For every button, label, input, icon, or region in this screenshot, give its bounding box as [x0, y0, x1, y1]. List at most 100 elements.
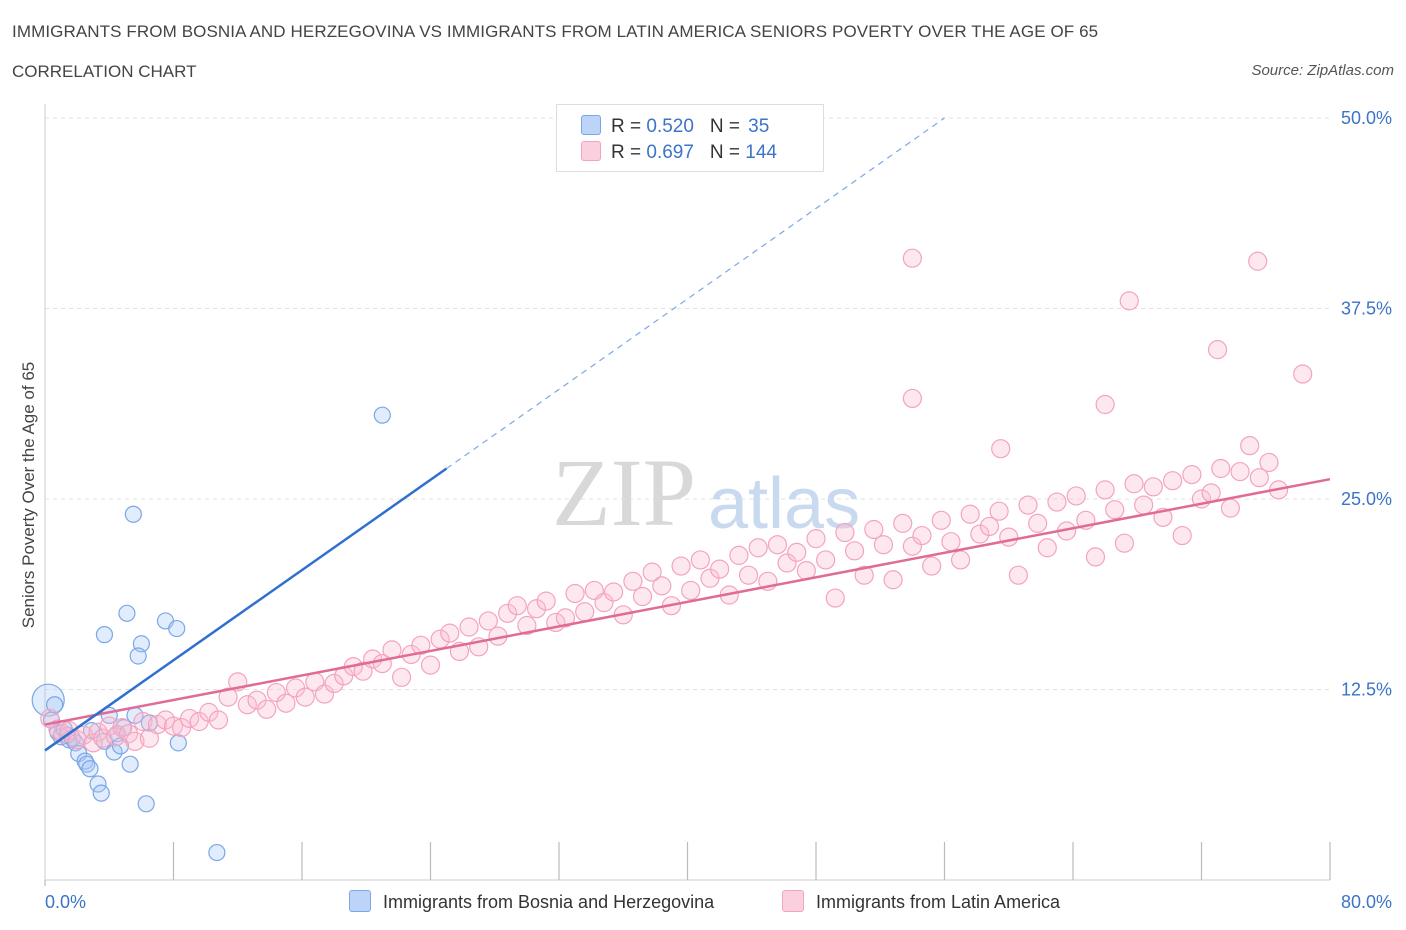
point-latin-america: [1211, 458, 1231, 479]
point-bosnia: [129, 647, 147, 665]
point-latin-america: [652, 576, 672, 596]
point-latin-america: [1220, 498, 1241, 518]
watermark-atlas: atlas: [708, 464, 860, 544]
point-bosnia: [208, 843, 226, 862]
point-latin-america: [767, 535, 788, 555]
watermark: ZIP atlas: [552, 439, 860, 546]
chart-title: IMMIGRANTS FROM BOSNIA AND HERZEGOVINA V…: [12, 22, 1099, 41]
point-latin-america: [411, 635, 431, 655]
point-latin-america: [671, 556, 691, 576]
point-latin-america: [1124, 474, 1144, 494]
y-axis-label: Seniors Poverty Over the Age of 65: [19, 362, 38, 628]
y-tick-label: 50.0%: [1341, 108, 1392, 128]
tick-labels: 12.5% 25.0% 37.5% 50.0% 0.0% 80.0%: [45, 108, 1392, 912]
point-latin-america: [835, 522, 855, 543]
point-latin-america: [1201, 483, 1221, 503]
point-latin-america: [1066, 486, 1086, 506]
point-bosnia: [89, 775, 107, 793]
point-latin-america: [594, 593, 614, 613]
legend-n-label: N =: [709, 142, 746, 163]
x-tick-label: 0.0%: [45, 892, 86, 912]
chart-subtitle: CORRELATION CHART: [12, 62, 197, 81]
point-latin-america: [1095, 394, 1115, 415]
point-latin-america: [1134, 495, 1154, 515]
point-latin-america: [133, 711, 153, 732]
point-latin-america: [1143, 477, 1163, 497]
trend-lines: [44, 117, 1331, 752]
point-bosnia: [95, 626, 114, 644]
point-latin-america: [979, 516, 1000, 537]
point-latin-america: [1182, 465, 1202, 485]
legend-swatch-bosnia: [581, 115, 601, 135]
point-latin-america: [931, 510, 951, 530]
x-tick-label: 80.0%: [1341, 892, 1392, 912]
point-bosnia: [168, 619, 186, 638]
point-latin-america: [710, 559, 730, 579]
point-latin-america: [1293, 364, 1313, 384]
point-latin-america: [1249, 468, 1269, 488]
bottom-legend-swatch-latin-america: [782, 890, 804, 912]
point-latin-america: [575, 602, 595, 622]
legend-r-value: 0.697: [646, 142, 694, 163]
point-latin-america: [950, 550, 971, 570]
point-latin-america: [883, 570, 903, 590]
point-latin-america: [1105, 500, 1125, 520]
point-latin-america: [391, 667, 412, 687]
point-latin-america: [478, 611, 498, 631]
point-latin-america: [1114, 533, 1135, 553]
point-bosnia: [137, 795, 155, 813]
y-tick-label: 37.5%: [1341, 299, 1392, 319]
point-bosnia: [118, 604, 136, 622]
point-latin-america: [199, 702, 219, 722]
point-latin-america: [1207, 340, 1228, 360]
point-latin-america: [1240, 436, 1260, 456]
point-latin-america: [1248, 251, 1268, 271]
point-latin-america: [806, 529, 826, 549]
point-latin-america: [690, 550, 710, 570]
point-latin-america: [787, 542, 807, 562]
point-latin-america: [459, 617, 479, 637]
point-latin-america: [970, 524, 990, 544]
point-latin-america: [1095, 480, 1115, 500]
point-latin-america: [748, 538, 768, 558]
bottom-legend-label-latin-america: Immigrants from Latin America: [816, 892, 1061, 912]
point-bosnia: [169, 734, 187, 752]
grid-lines: [45, 117, 1330, 690]
stats-legend: R = 0.520 N = 35 R = 0.697 N = 144: [556, 104, 824, 172]
point-bosnia: [124, 505, 142, 523]
point-latin-america: [642, 562, 662, 582]
point-latin-america: [276, 693, 296, 713]
point-bosnia: [121, 755, 139, 773]
point-latin-america: [873, 535, 894, 555]
point-latin-america: [1047, 492, 1067, 512]
point-latin-america: [989, 501, 1009, 521]
point-latin-america: [1119, 291, 1139, 311]
point-latin-america: [960, 504, 980, 524]
point-latin-america: [991, 439, 1011, 459]
point-bosnia: [105, 743, 123, 761]
point-latin-america: [314, 684, 335, 704]
point-latin-america: [1028, 513, 1048, 533]
point-latin-america: [777, 553, 797, 573]
legend-n-label: N =: [709, 116, 746, 137]
point-latin-america: [632, 586, 653, 607]
point-latin-america: [420, 655, 441, 675]
point-latin-america: [825, 588, 845, 608]
legend-n-value: 144: [745, 142, 777, 163]
legend-r-label: R =: [611, 142, 647, 163]
point-latin-america: [816, 550, 836, 570]
legend-r-label: R =: [611, 116, 647, 137]
point-latin-america: [118, 724, 139, 744]
point-latin-america: [623, 571, 643, 591]
point-latin-america: [902, 248, 922, 268]
point-latin-america: [1230, 461, 1250, 482]
point-latin-america: [854, 565, 874, 585]
point-bosnia: [78, 755, 96, 773]
bottom-legend-latin-america: Immigrants from Latin America: [782, 890, 1060, 913]
point-latin-america: [738, 565, 759, 585]
point-latin-america: [526, 599, 547, 619]
point-latin-america: [844, 541, 865, 561]
point-latin-america: [902, 536, 922, 556]
y-tick-label: 25.0%: [1341, 489, 1392, 509]
point-latin-america: [218, 687, 238, 707]
